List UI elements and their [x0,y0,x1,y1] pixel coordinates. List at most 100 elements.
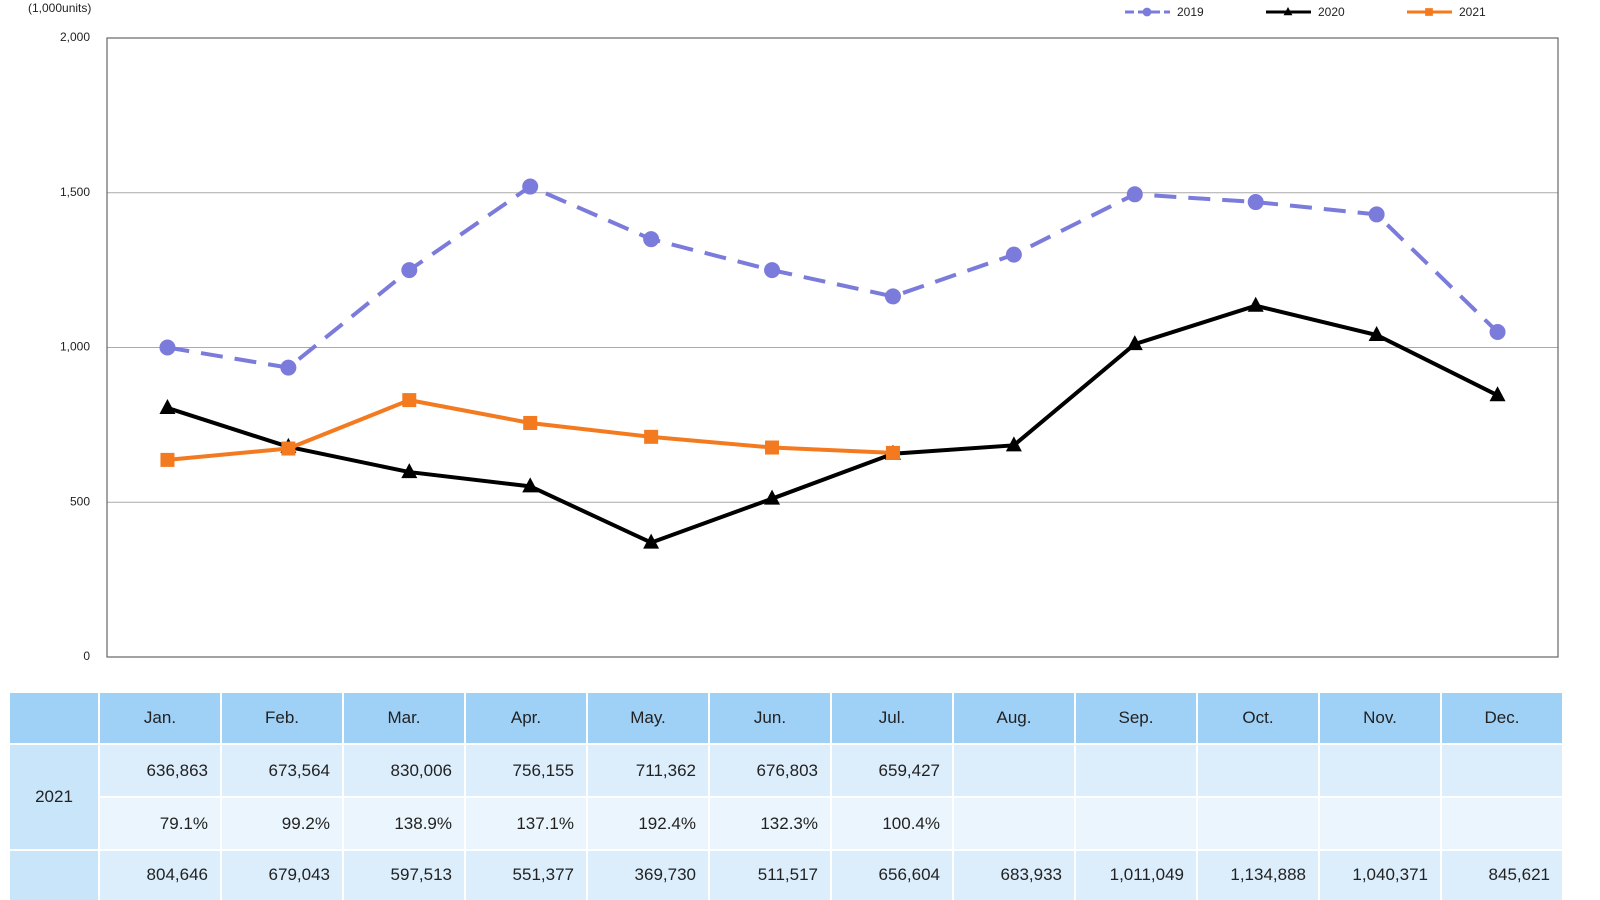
table-cell [1076,745,1196,796]
table-cell: 804,646 [100,851,220,900]
point [402,393,417,408]
column-header: Dec. [1442,693,1562,743]
point [1489,386,1506,402]
point [401,463,418,479]
series [160,393,900,467]
table-cell: 656,604 [832,851,952,900]
table-cell: 1,134,888 [1198,851,1318,900]
column-header: Jul. [832,693,952,743]
point [1489,324,1506,341]
table-cell: 511,517 [710,851,830,900]
column-header: Feb. [222,693,342,743]
point [644,429,659,444]
series-line [167,184,1499,370]
column-header: Aug. [954,693,1074,743]
point [1247,194,1264,211]
table-cell [1320,798,1440,849]
table-cell: 845,621 [1442,851,1562,900]
table-cell: 138.9% [344,798,464,849]
legend-label: 2021 [1459,5,1486,19]
point [1368,326,1385,342]
series-line [166,303,1499,545]
point [643,231,660,248]
point [401,262,418,279]
table-cell: 676,803 [710,745,830,796]
table-cell: 673,564 [222,745,342,796]
legend-label: 2020 [1318,5,1345,19]
table-cell: 100.4% [832,798,952,849]
table-cell [954,798,1074,849]
point [884,288,901,305]
table-cell [1442,798,1562,849]
point [522,178,539,195]
column-header: Jun. [710,693,830,743]
y-tick-label: 500 [70,494,90,508]
y-tick-label: 1,000 [60,340,90,354]
column-header: Oct. [1198,693,1318,743]
point [1126,186,1143,203]
table-cell: 551,377 [466,851,586,900]
column-header: Sep. [1076,693,1196,743]
column-header: Mar. [344,693,464,743]
legend-marker [1283,7,1293,16]
table-cell: 137.1% [466,798,586,849]
table-cell: 830,006 [344,745,464,796]
point [1005,436,1022,452]
y-unit-label: (1,000units) [28,1,91,15]
table-cell: 683,933 [954,851,1074,900]
series [159,178,1506,376]
table-cell: 1,040,371 [1320,851,1440,900]
table-cell [1442,745,1562,796]
point [764,489,781,505]
point [280,359,297,376]
column-header: Nov. [1320,693,1440,743]
table-cell: 597,513 [344,851,464,900]
table-cell: 99.2% [222,798,342,849]
column-header: May. [588,693,708,743]
point [643,533,660,549]
row-header [10,851,98,900]
y-tick-label: 2,000 [60,30,90,44]
table-cell: 679,043 [222,851,342,900]
point [281,441,296,456]
point [765,440,780,455]
point [522,477,539,493]
table-cell [1320,745,1440,796]
table-cell: 711,362 [588,745,708,796]
table-cell: 636,863 [100,745,220,796]
table-cell: 1,011,049 [1076,851,1196,900]
point [160,452,175,467]
table-cell: 79.1% [100,798,220,849]
plot-frame [106,37,1559,658]
table-cell: 756,155 [466,745,586,796]
table-cell: 369,730 [588,851,708,900]
point [1368,206,1385,223]
point [159,339,176,356]
table-cell: 192.4% [588,798,708,849]
legend-label: 2019 [1177,5,1204,19]
y-tick-label: 1,500 [60,185,90,199]
point [159,398,176,414]
point [523,415,538,430]
point [1005,246,1022,263]
point [885,445,900,460]
table-cell [1076,798,1196,849]
table-cell [1198,798,1318,849]
y-tick-label: 0 [83,649,90,663]
table-cell: 132.3% [710,798,830,849]
point [1126,335,1143,351]
table-cell [1198,745,1318,796]
column-header: Jan. [100,693,220,743]
point [764,262,781,279]
table-cell [954,745,1074,796]
row-header: 2021 [10,745,98,849]
point [1247,296,1264,312]
legend-marker [1142,7,1152,17]
table-corner [10,693,98,743]
table-cell: 659,427 [832,745,952,796]
column-header: Apr. [466,693,586,743]
legend-marker [1425,8,1433,16]
